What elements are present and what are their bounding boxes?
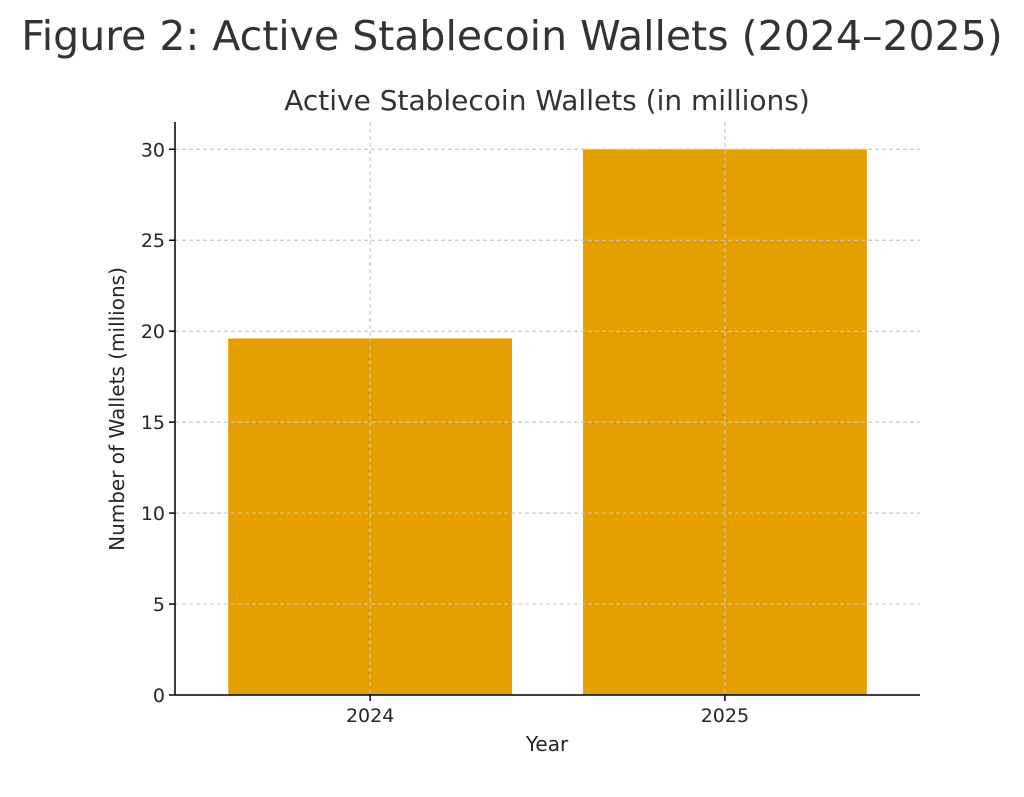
y-tick-label: 25 bbox=[141, 230, 165, 252]
y-tick-label: 30 bbox=[141, 139, 165, 161]
x-axis-label: Year bbox=[525, 732, 569, 756]
chart-title: Active Stablecoin Wallets (in millions) bbox=[284, 84, 810, 117]
x-tick-label: 2024 bbox=[346, 705, 394, 727]
y-tick-label: 5 bbox=[153, 594, 165, 616]
y-tick-label: 20 bbox=[141, 321, 165, 343]
bars bbox=[175, 122, 920, 696]
x-tick-label: 2025 bbox=[701, 705, 749, 727]
figure-title: Figure 2: Active Stablecoin Wallets (202… bbox=[21, 12, 1003, 60]
y-tick-label: 0 bbox=[153, 685, 165, 707]
y-tick-label: 15 bbox=[141, 412, 165, 434]
y-tick-label: 10 bbox=[141, 503, 165, 525]
y-axis-label: Number of Wallets (millions) bbox=[105, 267, 129, 551]
